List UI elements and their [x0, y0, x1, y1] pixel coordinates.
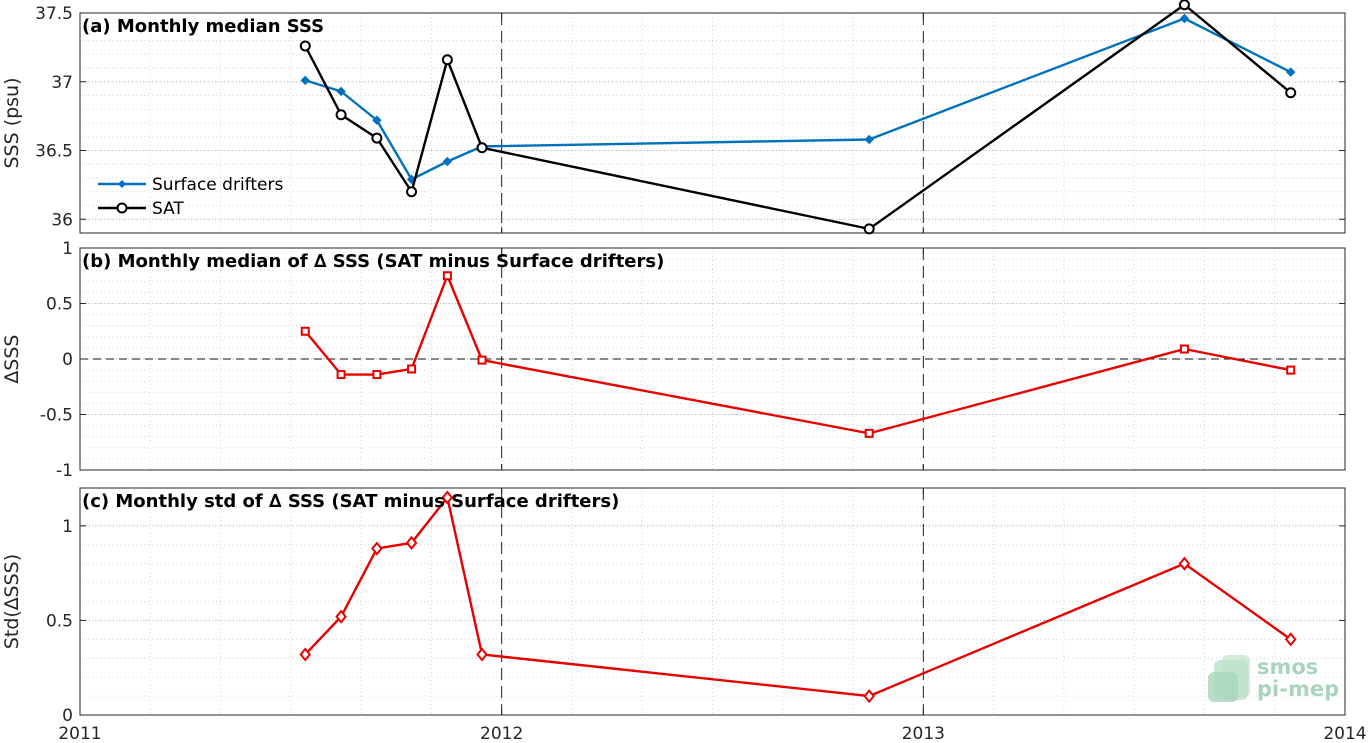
axes-frame: [79, 487, 1346, 716]
axes-frame: [79, 12, 1346, 234]
x-tick-label: 2013: [902, 724, 945, 743]
data-point: [336, 86, 346, 97]
data-point: [300, 326, 310, 336]
y-axis-label: SSS (psu): [1, 77, 23, 168]
y-tick-label: 37: [51, 73, 73, 93]
data-point: [405, 535, 418, 550]
y-tick-label: 0.5: [46, 295, 73, 315]
y-axis-label: Std(∆SSS): [1, 554, 23, 649]
data-point: [1178, 556, 1191, 571]
panel-title: (b) Monthly median of ∆ SSS (SAT minus S…: [82, 251, 664, 272]
y-axis-label: ∆SSS: [1, 335, 23, 385]
data-point: [407, 364, 417, 374]
data-point: [372, 115, 382, 125]
y-tick-label: -1: [56, 461, 73, 481]
panel-title: (c) Monthly std of ∆ SSS (SAT minus Surf…: [82, 491, 619, 512]
data-point: [864, 134, 874, 145]
series-line: [304, 496, 1292, 698]
x-tick-label: 2014: [1323, 724, 1366, 743]
y-tick-label: 37.5: [35, 4, 73, 24]
y-tick-label: 1: [62, 517, 73, 537]
data-point: [442, 271, 452, 281]
data-point: [863, 689, 875, 704]
panel-1: 36 36.5 37 37.5 SSS (psu) (a) Monthly median …: [1, 0, 1346, 235]
series-line: [304, 274, 1291, 435]
data-point: [441, 54, 453, 66]
data-point: [335, 109, 347, 121]
data-point: [1179, 13, 1190, 24]
legend-marker: [116, 202, 128, 214]
data-point: [864, 428, 874, 438]
data-point: [1286, 365, 1296, 375]
data-point: [299, 647, 312, 662]
panel-3: 0 0.5 1 2011 2012 2013 2014 Std(∆SSS) (c) Monthl…: [1, 487, 1367, 743]
series-line: [304, 17, 1292, 181]
y-tick-label: 36: [51, 210, 73, 230]
data-point: [406, 186, 418, 198]
panel-title: (a) Monthly median SSS: [82, 16, 324, 37]
legend-label: Surface drifters: [152, 175, 283, 195]
data-point: [1178, 0, 1190, 11]
data-point: [476, 142, 488, 154]
logo-text-pimep: pi-mep: [1257, 677, 1339, 701]
data-point: [1179, 344, 1189, 354]
panel-2: -1 -0.5 0 0.5 1 ∆SSS (b) Monthly median of ∆ S…: [1, 239, 1346, 481]
y-tick-label: -0.5: [40, 406, 73, 426]
logo-shape-icon: [1208, 672, 1238, 702]
x-tick-label: 2011: [58, 724, 101, 743]
data-point: [442, 156, 453, 167]
data-point: [300, 75, 310, 86]
data-point: [371, 541, 383, 556]
data-point: [299, 40, 311, 52]
data-point: [336, 370, 346, 380]
y-tick-label: 0: [62, 350, 73, 370]
data-point: [1285, 67, 1296, 77]
data-point: [372, 370, 382, 380]
legend-marker: [118, 180, 126, 188]
y-tick-label: 0.5: [46, 611, 73, 631]
logo-text-smos: smos: [1257, 655, 1318, 679]
data-point: [863, 223, 875, 235]
data-point: [477, 355, 487, 365]
data-point: [1285, 87, 1297, 99]
series-line: [304, 3, 1292, 231]
data-point: [1284, 632, 1297, 647]
legend: Surface drifters SAT: [98, 175, 283, 219]
y-tick-label: 0: [62, 706, 73, 726]
y-tick-label: 36.5: [35, 142, 73, 162]
data-point: [335, 609, 347, 624]
data-point: [476, 647, 488, 662]
x-tick-label: 2012: [480, 724, 523, 743]
legend-label: SAT: [152, 199, 184, 219]
data-point: [441, 490, 454, 505]
data-point: [371, 132, 383, 144]
y-tick-label: 1: [62, 239, 73, 259]
